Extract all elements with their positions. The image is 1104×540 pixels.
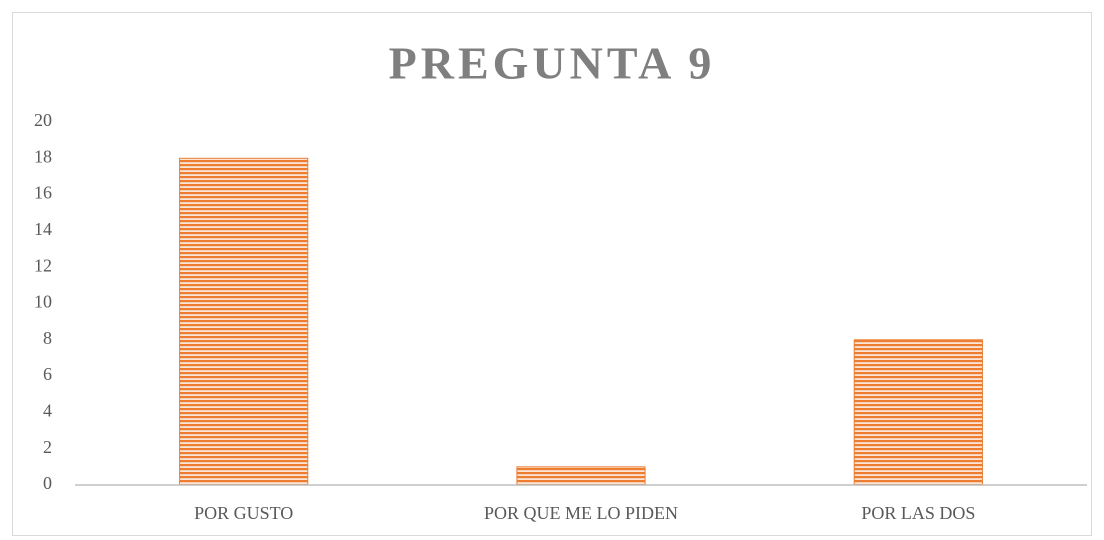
y-tick-label: 10 — [34, 292, 52, 312]
y-tick-label: 18 — [34, 146, 52, 166]
y-tick-label: 12 — [34, 255, 52, 275]
y-tick-label: 0 — [43, 473, 52, 493]
y-tick-label: 16 — [34, 183, 52, 203]
y-tick-label: 2 — [43, 437, 52, 457]
bar — [179, 157, 309, 486]
y-tick-label: 4 — [43, 401, 52, 421]
x-tick-label: POR LAS DOS — [861, 503, 975, 523]
x-tick-label: POR QUE ME LO PIDEN — [484, 503, 678, 523]
y-tick-label: 8 — [43, 328, 52, 348]
bar — [853, 339, 983, 486]
x-tick-label: POR GUSTO — [194, 503, 293, 523]
y-tick-label: 20 — [34, 110, 52, 130]
y-tick-label: 14 — [34, 219, 52, 239]
bar — [516, 466, 646, 486]
chart-title: PREGUNTA 9 — [389, 38, 716, 89]
y-tick-label: 6 — [43, 364, 52, 384]
